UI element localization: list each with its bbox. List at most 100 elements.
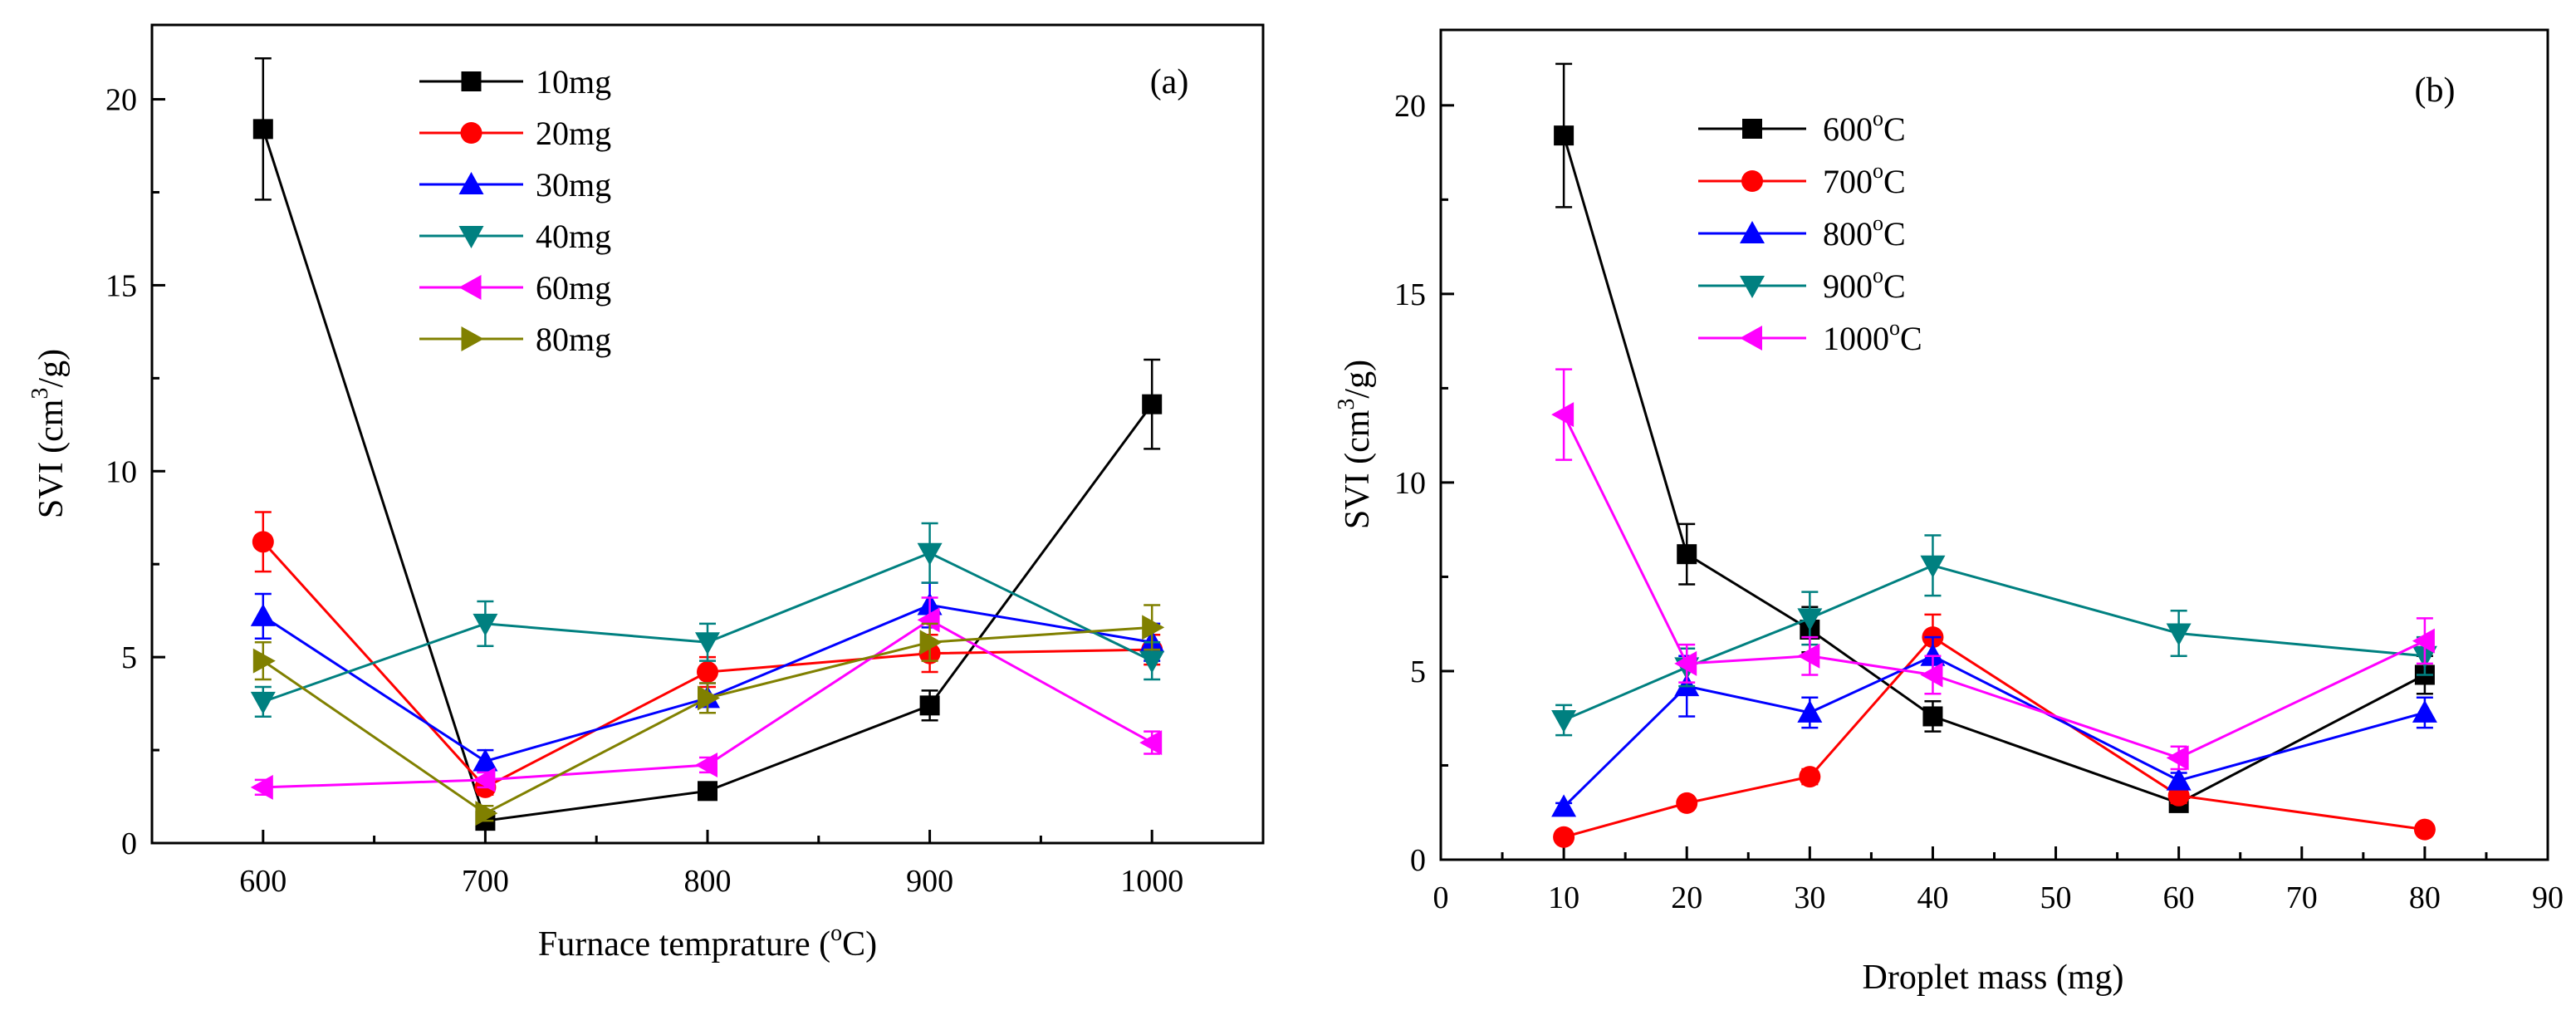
legend-label: 40mg [536, 218, 611, 255]
panel-a-ylabel-unit: /g) [32, 349, 71, 388]
data-point [919, 630, 943, 655]
data-point [1676, 792, 1698, 814]
series-b-1 [1553, 613, 2436, 848]
legend-label: 20mg [536, 115, 611, 152]
legend-label-degree: o [1873, 159, 1883, 183]
panel-b-y-axis-title: SVI (cm3/g) [1334, 360, 1377, 529]
legend-item: 10mg [419, 63, 611, 101]
panel-b-y-tick-label: 20 [1394, 89, 1426, 124]
legend-item: 600oC [1698, 106, 1906, 148]
legend-item: 900oC [1698, 263, 1906, 305]
panel-b-y-tick-label: 10 [1394, 466, 1426, 501]
data-point [919, 695, 940, 716]
legend-item: 30mg [419, 166, 611, 204]
data-point [2166, 623, 2192, 646]
panel-b-x-tick-label: 0 [1433, 880, 1449, 915]
legend-label-unit: C [1883, 110, 1906, 148]
panel-a-y-axis: 0 5 10 15 20 [105, 83, 165, 861]
series-line [1563, 564, 2426, 722]
legend-marker [1740, 276, 1765, 298]
panel-b-x-tick-label: 20 [1671, 880, 1702, 915]
legend-label: 900oC [1823, 263, 1906, 305]
data-point [2412, 699, 2437, 723]
panel-b-x-tick-label: 30 [1794, 880, 1825, 915]
panel-b-x-tick-label: 60 [2163, 880, 2195, 915]
data-point [1799, 766, 1821, 788]
legend-marker [1740, 326, 1762, 351]
legend-marker [461, 326, 484, 351]
series-a-5 [252, 604, 1165, 826]
data-point [2412, 628, 2435, 654]
legend-marker [1741, 170, 1763, 192]
data-point [1139, 650, 1165, 674]
data-point [2166, 767, 2192, 791]
legend-item: 1000oC [1698, 316, 1922, 357]
panel-a-x-tick-label: 600 [239, 864, 286, 899]
panel-b-x-tick-label: 10 [1548, 880, 1579, 915]
legend-marker [461, 71, 482, 91]
panel-a-y-tick-label: 20 [105, 83, 137, 118]
panel-a-xlabel-unit: C) [842, 925, 877, 964]
legend-label-text: 700 [1823, 163, 1873, 200]
legend-label-degree: o [1889, 316, 1900, 340]
legend-label: 800oC [1823, 211, 1906, 253]
legend-label: 700oC [1823, 159, 1906, 200]
panel-b-x-axis-title: Droplet mass (mg) [1863, 959, 2124, 997]
series-line [1563, 655, 2426, 808]
panel-b-y-tick-label: 0 [1410, 843, 1426, 878]
panel-b-ylabel-text: SVI (cm [1339, 409, 1377, 529]
panel-b-y-axis: 0 5 10 15 20 [1394, 89, 1454, 878]
data-point [475, 801, 498, 826]
panel-a-x-tick-label: 700 [462, 864, 509, 899]
legend-marker [1742, 119, 1762, 139]
data-point [250, 691, 276, 714]
data-point [1920, 643, 1946, 666]
series-line [1563, 635, 2426, 839]
panel-b-x-tick-label: 70 [2286, 880, 2318, 915]
legend-label-unit: C [1883, 215, 1906, 253]
panel-b-ylabel-unit: /g) [1339, 360, 1377, 399]
data-point [2413, 818, 2436, 841]
data-point [1139, 730, 1163, 756]
legend-marker [458, 275, 482, 300]
legend-label-degree: o [1873, 263, 1883, 287]
legend-item: 700oC [1698, 159, 1906, 200]
legend-marker [460, 122, 482, 144]
data-point [917, 542, 943, 566]
data-point [250, 774, 273, 800]
series-b-4 [1551, 368, 2435, 771]
data-point [1920, 555, 1946, 578]
data-point [1797, 699, 1823, 723]
panel-a-y-tick-label: 15 [105, 268, 137, 303]
legend-item: 40mg [419, 218, 611, 255]
panel-a-x-axis: 600 700 800 900 1000 [239, 830, 1183, 899]
series-line [262, 128, 1153, 822]
data-point [1920, 662, 1943, 688]
series-a-0 [252, 57, 1163, 831]
panel-b-y-tick-label: 5 [1410, 655, 1426, 689]
data-point [1142, 394, 1163, 414]
data-point [1553, 826, 1575, 848]
panel-b-y-tick-label: 15 [1394, 277, 1426, 312]
panel-b-x-tick-label: 80 [2409, 880, 2441, 915]
panel-a-y-axis-title: SVI (cm3/g) [27, 349, 71, 518]
data-point [695, 632, 720, 655]
data-point [1677, 544, 1697, 565]
panel-b-x-tick-label: 40 [1917, 880, 1948, 915]
panel-b-x-tick-label: 90 [2532, 880, 2564, 915]
legend-label-unit: C [1883, 267, 1906, 305]
data-point [473, 767, 496, 792]
panel-a-x-axis-title: Furnace temprature (oC) [538, 920, 877, 964]
panel-b-x-tick-label: 50 [2040, 880, 2072, 915]
series-line [1562, 135, 2426, 805]
panel-a-xlabel-text: Furnace temprature ( [538, 925, 830, 964]
series-a-4 [250, 596, 1163, 800]
data-point [252, 119, 273, 140]
panel-a-plot-frame [150, 23, 1265, 845]
data-point [1922, 706, 1943, 727]
data-point [473, 748, 498, 772]
legend-label-text: 80mg [536, 321, 611, 358]
data-point [250, 603, 276, 626]
